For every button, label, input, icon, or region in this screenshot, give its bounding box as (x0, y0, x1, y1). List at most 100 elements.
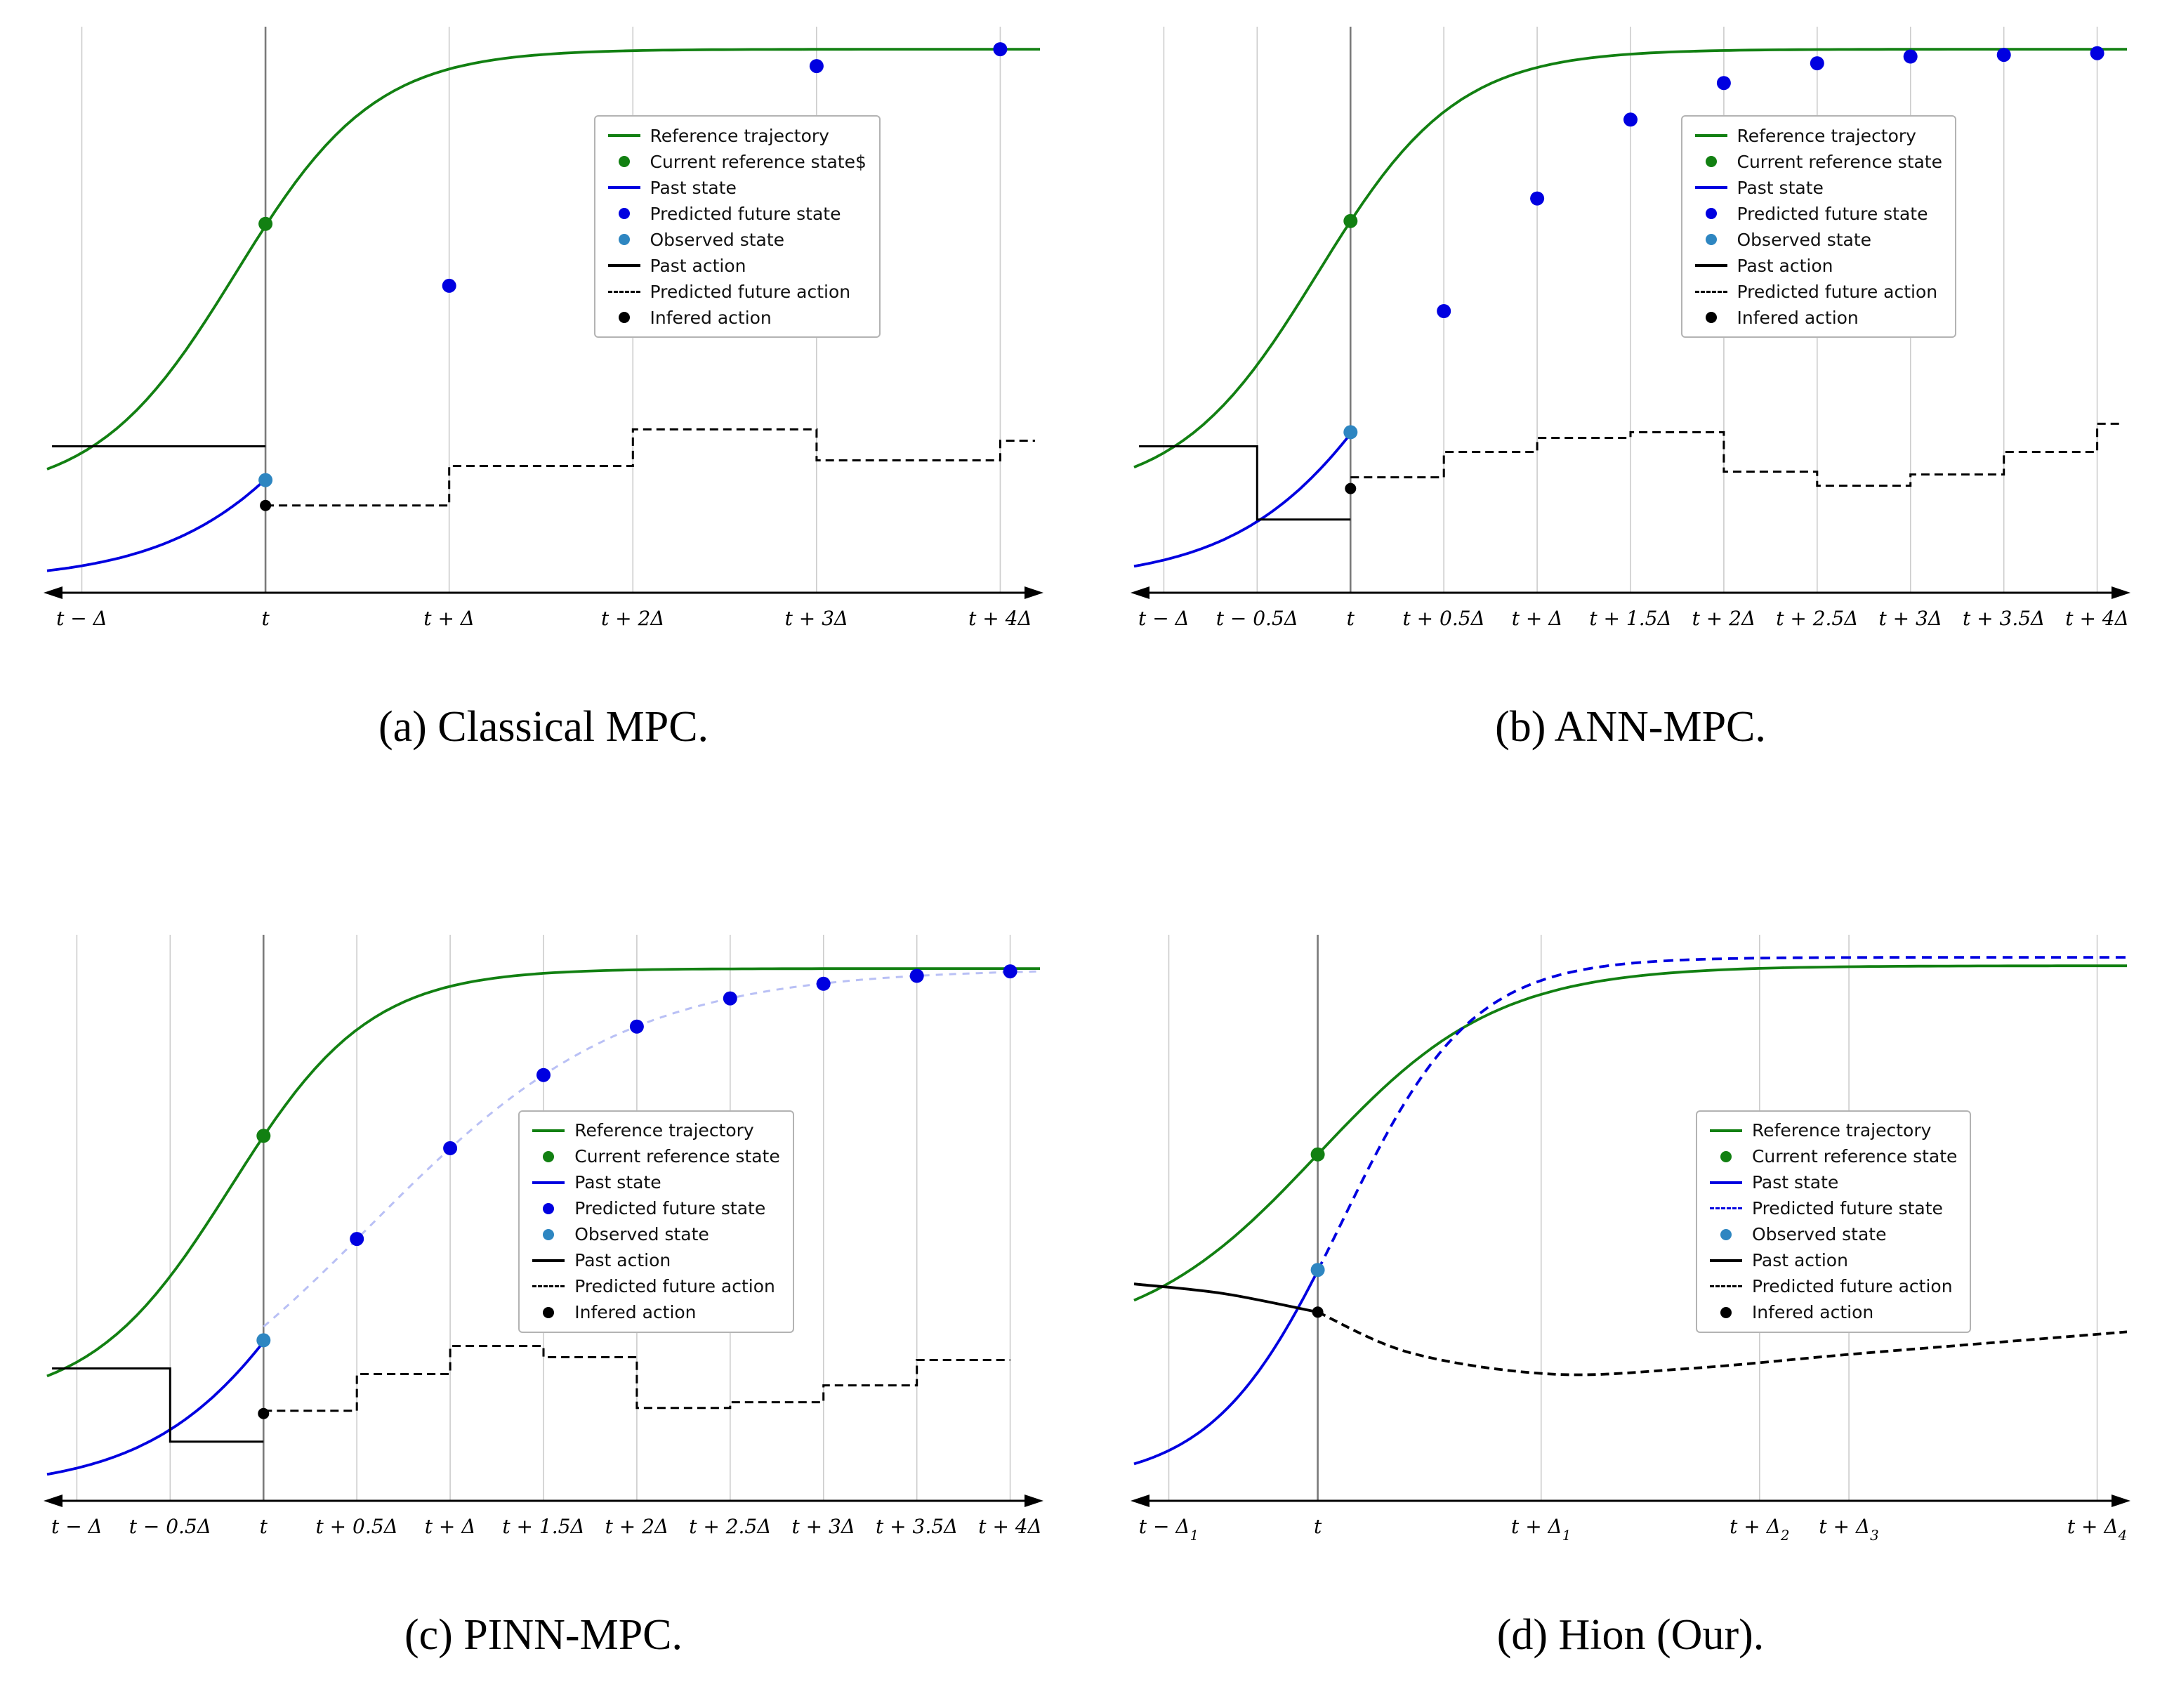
caption-pinn-mpc: (c) PINN-MPC. (404, 1611, 683, 1659)
series-observed-state (1343, 425, 1358, 440)
series-predicted-future-action (265, 428, 1035, 507)
axis-arrow-right-icon (2112, 1494, 2130, 1507)
legend-label: Reference trajectory (1737, 125, 1916, 146)
legend-line-swatch-icon (532, 1129, 565, 1132)
chart-svg-d: t − Δ1 t t + Δ1 t + Δ2 t + Δ3 t + Δ4 (1131, 935, 2130, 1544)
legend-entry: Reference trajectory (607, 125, 867, 146)
legend-entry: Reference trajectory (532, 1120, 780, 1141)
legend-dot-swatch-icon (1695, 312, 1727, 324)
panel-pinn-mpc: t − Δ t − 0.5Δ t t + 0.5Δ t + Δ t + 1.5Δ t + 2… (0, 928, 1087, 1660)
series-infered-action (1312, 1306, 1324, 1318)
legend-label: Observed state (1737, 229, 1872, 250)
legend-dot-swatch-icon (1710, 1228, 1742, 1240)
plot-pinn-mpc: t − Δ t − 0.5Δ t t + 0.5Δ t + Δ t + 1.5Δ t + 2… (41, 928, 1046, 1546)
x-tick-label: t + 0.5Δ (316, 1515, 398, 1538)
legend-label: Past action (1751, 1250, 1848, 1271)
legend-line-swatch-icon (1694, 186, 1727, 190)
predicted-future-state-dot (350, 1232, 364, 1247)
legend-dot-swatch-icon (1695, 234, 1727, 246)
legend-entry: Predicted future action (532, 1276, 780, 1297)
legend-label: Past state (1751, 1172, 1839, 1193)
legend-dot-swatch-icon (532, 1228, 565, 1240)
x-tick-label: t + 3.5Δ (1963, 607, 2045, 630)
legend-entry: Predicted future state (1695, 203, 1943, 224)
legend-dot-swatch-icon (608, 234, 640, 246)
series-past-state (46, 1341, 265, 1476)
current-reference-state-dot (1343, 214, 1358, 228)
axis-arrow-left-icon (44, 1494, 62, 1507)
legend-label: Current reference state (1751, 1146, 1958, 1167)
predicted-future-state-dot (536, 1068, 551, 1082)
current-reference-state-dot (1310, 1147, 1325, 1162)
legend-entry: Predicted future state (608, 203, 867, 224)
legend-label: Observed state (1751, 1224, 1887, 1245)
chart-svg-c: t − Δ t − 0.5Δ t t + 0.5Δ t + Δ t + 1.5Δ t + 2… (44, 935, 1043, 1538)
legend-entry: Observed state (608, 229, 867, 250)
plot-hion: t − Δ1 t t + Δ1 t + Δ2 t + Δ3 t + Δ4 Reference… (1128, 928, 2133, 1546)
legend-dot-swatch-icon (608, 208, 640, 220)
axis-arrow-right-icon (1025, 1494, 1043, 1507)
legend-label: Reference trajectory (1751, 1120, 1932, 1141)
legend-entry: Past state (532, 1172, 780, 1193)
legend-dot-swatch-icon (532, 1306, 565, 1318)
legend-entry: Infered action (608, 307, 867, 328)
predicted-future-state-dot (442, 278, 456, 293)
x-tick-label: t + Δ (425, 1515, 476, 1538)
x-tick-label: t + 0.5Δ (1403, 607, 1485, 630)
legend-entry: Past action (532, 1250, 780, 1271)
x-tick-label: t + Δ3 (1819, 1515, 1878, 1544)
predicted-future-state-dot (809, 59, 824, 74)
legend-label: Current reference state (574, 1146, 780, 1167)
legend-label: Observed state (650, 229, 785, 250)
legend-dot-swatch-icon (1710, 1306, 1742, 1318)
x-tick-label: t + Δ (423, 607, 475, 630)
x-tick-label: t + 2Δ (601, 607, 665, 630)
infered-action-dot (1345, 482, 1357, 494)
series-reference-trajectory (46, 967, 1040, 1378)
predicted-future-state-dot (2090, 46, 2104, 60)
series-predicted-future-action (1317, 1310, 2128, 1377)
legend-entry: Observed state (532, 1224, 780, 1245)
axis-arrow-left-icon (1131, 1494, 1149, 1507)
x-tick-label: t − Δ1 (1139, 1515, 1199, 1544)
series-current-reference-state (1343, 214, 1358, 228)
axis-arrow-left-icon (1131, 586, 1149, 599)
legend-entry: Observed state (1695, 229, 1943, 250)
legend-label: Reference trajectory (650, 125, 829, 146)
series-infered-action (260, 499, 272, 511)
x-tick-label: t + Δ (1512, 607, 1563, 630)
predicted-future-state-dot (1903, 49, 1918, 64)
infered-action-dot (1312, 1306, 1324, 1318)
observed-state-dot (1343, 425, 1358, 440)
plot-ann-mpc: t − Δ t − 0.5Δ t t + 0.5Δ t + Δ t + 1.5Δ t + 2… (1128, 20, 2133, 638)
current-reference-state-dot (256, 1129, 271, 1143)
x-tick-label: t + 3.5Δ (876, 1515, 958, 1538)
axis-arrow-right-icon (1025, 586, 1043, 599)
legend-label: Infered action (650, 307, 772, 328)
x-tick-label: t (261, 607, 270, 630)
series-observed-state (256, 1333, 271, 1348)
legend-d: Reference trajectory Current reference st… (1695, 1110, 1972, 1333)
legend-entry: Predicted future action (1709, 1276, 1958, 1297)
series-infered-action (258, 1407, 270, 1419)
legend-entry: Past action (1694, 255, 1943, 276)
legend-label: Reference trajectory (574, 1120, 754, 1141)
legend-label: Predicted future state (650, 203, 841, 224)
legend-b: Reference trajectory Current reference st… (1680, 115, 1956, 339)
series-reference-trajectory (46, 48, 1040, 471)
x-tick-label: t − Δ (56, 607, 107, 630)
legend-label: Predicted future state (574, 1198, 766, 1219)
axis-arrow-left-icon (44, 586, 62, 599)
legend-entry: Current reference state (1710, 1146, 1958, 1167)
legend-label: Observed state (574, 1224, 709, 1245)
x-tick-label: t − Δ (51, 1515, 103, 1538)
legend-entry: Infered action (532, 1302, 780, 1323)
plot-classical-mpc: t − Δ t t + Δ t + 2Δ t + 3Δ t + 4Δ Reference t… (41, 20, 1046, 638)
predicted-future-state-dot (723, 991, 737, 1006)
x-tick-label: t − 0.5Δ (1216, 607, 1298, 630)
predicted-future-state-dot (629, 1019, 644, 1034)
legend-entry: Predicted future action (607, 281, 867, 302)
legend-line-swatch-icon (1694, 264, 1727, 268)
legend-entry: Predicted future state (1709, 1198, 1958, 1219)
legend-label: Past action (574, 1250, 671, 1271)
